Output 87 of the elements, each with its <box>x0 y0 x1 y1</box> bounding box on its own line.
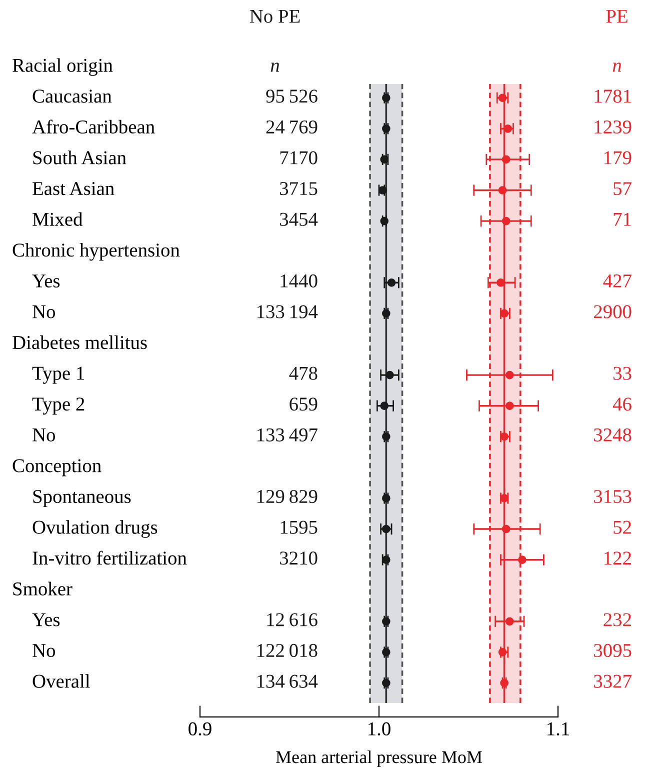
point <box>518 556 526 564</box>
y-tick-label: Ovulation drugs <box>32 520 158 538</box>
y-tick-label: East Asian <box>32 182 114 196</box>
annotation: 1440 <box>280 274 318 288</box>
text: No PE <box>250 10 300 23</box>
y-tick-label: Type 1 <box>32 366 84 384</box>
annotation: 133 497 <box>257 428 318 442</box>
point <box>386 370 394 380</box>
text: 57 <box>614 182 632 196</box>
x-tick-label: 1.1 <box>548 722 569 736</box>
annotation: 134 634 <box>257 674 318 688</box>
text: Conception <box>12 459 102 476</box>
y-tick-label: Overall <box>32 674 90 688</box>
text: 2900 <box>594 305 632 318</box>
text: Diabetes mellitus <box>12 335 147 350</box>
point <box>382 124 390 133</box>
point <box>382 494 390 502</box>
text: Smoker <box>13 582 72 596</box>
y-tick-label: In-vitro fertilization <box>32 550 187 565</box>
y-tick-label: No <box>32 305 56 318</box>
y-tick-label: Type 2 <box>32 398 84 415</box>
y-tick-label: No <box>32 644 56 658</box>
text: 71 <box>614 212 631 226</box>
annotation: 3454 <box>280 212 318 226</box>
text: PE <box>606 10 628 23</box>
point <box>502 155 510 164</box>
annotation: 129 829 <box>257 490 318 504</box>
point <box>382 432 390 441</box>
point <box>500 432 508 441</box>
y-tick-label: Spontaneous <box>33 490 131 508</box>
point <box>387 278 396 287</box>
annotation: n <box>270 62 280 72</box>
point <box>382 648 390 656</box>
text: 1781 <box>594 90 631 103</box>
point <box>506 370 514 380</box>
annotation: 3210 <box>280 552 318 565</box>
annotation: 478 <box>289 366 318 380</box>
y-tick-label: Mixed <box>32 212 83 226</box>
point <box>382 678 390 688</box>
text: 3153 <box>594 490 632 504</box>
point <box>502 524 510 534</box>
point <box>498 186 507 194</box>
annotation: 24 769 <box>266 120 318 134</box>
text: Chronic hypertension <box>12 242 180 261</box>
y-tick-label: South Asian <box>33 150 126 164</box>
y-tick-label: Yes <box>32 274 60 288</box>
point <box>500 494 508 502</box>
point <box>500 309 508 318</box>
point <box>382 617 390 626</box>
text: n <box>612 62 622 72</box>
point <box>382 94 390 102</box>
point <box>506 402 514 410</box>
text: 3248 <box>594 428 632 442</box>
x-axis-title: Mean arterial pressure MoM <box>276 750 482 767</box>
y-tick-label: Caucasian <box>32 90 112 103</box>
x-tick-label: 0.9 <box>188 722 212 736</box>
text: 122 <box>604 552 631 564</box>
y-tick-label: No <box>32 428 56 442</box>
annotation: 659 <box>290 398 318 411</box>
point <box>502 216 510 226</box>
text: 232 <box>604 613 631 626</box>
text: 52 <box>614 520 631 534</box>
annotation: 122 018 <box>257 644 318 658</box>
point <box>380 402 389 410</box>
point <box>382 309 390 318</box>
text: 3095 <box>594 644 632 658</box>
point <box>506 617 514 626</box>
annotation: 133 194 <box>257 305 318 318</box>
text: Racial origin <box>12 58 113 76</box>
annotation: 1595 <box>280 520 318 534</box>
y-tick-label: Yes <box>32 613 60 626</box>
annotation: 95 526 <box>266 90 318 103</box>
text: 33 <box>613 366 632 380</box>
point <box>500 678 508 688</box>
text: 179 <box>604 151 632 164</box>
x-tick-label: 1.0 <box>368 722 390 736</box>
annotation: 12 616 <box>267 613 318 626</box>
y-tick-label: Afro-Caribbean <box>32 120 155 134</box>
point <box>378 186 387 194</box>
annotation: 7170 <box>280 151 318 164</box>
point <box>498 648 507 656</box>
text: 46 <box>612 398 632 411</box>
text: 427 <box>603 274 632 288</box>
annotation: 3715 <box>280 182 318 196</box>
point <box>380 216 389 226</box>
text: 1239 <box>594 120 632 134</box>
text: 3327 <box>594 674 632 688</box>
